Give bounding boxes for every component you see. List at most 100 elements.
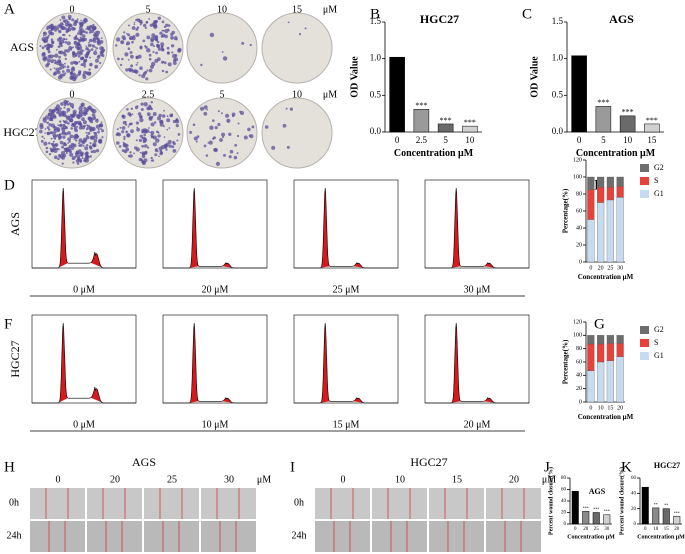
colony-dot — [49, 147, 52, 150]
y-axis-label: Percent wound closure(%) — [547, 467, 554, 535]
colony-dot — [236, 152, 239, 155]
colony-dot — [85, 47, 89, 51]
bar-segment — [616, 197, 624, 263]
colony-dot — [148, 53, 152, 57]
bar — [644, 123, 660, 133]
unit-label: μM — [542, 474, 556, 485]
colony-dot — [155, 51, 159, 55]
colony-dot — [145, 21, 149, 24]
colony-dot — [61, 145, 65, 149]
x-tick-label: 15 — [607, 405, 613, 411]
colony-dot — [96, 118, 99, 121]
colony-dot — [66, 49, 70, 53]
colony-dot — [285, 107, 288, 110]
colony-dot — [162, 61, 165, 63]
colony-dot — [101, 129, 105, 133]
colony-dot — [68, 34, 71, 37]
colony-dot — [70, 146, 75, 150]
colony-dot — [57, 134, 62, 139]
colony-dot — [80, 153, 84, 157]
chart-title: AGS — [589, 487, 606, 496]
x-axis-label: Concentration μM — [578, 413, 634, 421]
colony-dot — [64, 62, 66, 65]
colony-dot — [82, 49, 85, 52]
colony-dot — [73, 22, 77, 27]
colony-dot — [222, 136, 224, 139]
g1-peak — [58, 188, 68, 268]
colony-dot — [49, 68, 52, 71]
colony-dot — [48, 128, 51, 131]
colony-dot — [55, 67, 60, 72]
colony-dot — [50, 137, 53, 140]
colony-dot — [87, 43, 92, 48]
colony-dot — [161, 69, 165, 73]
colony-dot — [72, 27, 76, 31]
colony-dot — [90, 135, 96, 140]
colony-dot — [62, 142, 67, 147]
colony-dot — [163, 61, 167, 65]
y-tick-label: 40 — [631, 491, 637, 496]
colony-dot — [160, 42, 165, 47]
colony-dot — [130, 54, 134, 59]
colony-dot — [64, 41, 68, 44]
colony-dot — [59, 63, 62, 66]
bar-segment — [587, 176, 595, 190]
colony-dot — [149, 131, 151, 133]
colony-dot — [129, 113, 132, 116]
g2-peak — [352, 262, 365, 268]
colony-dot — [94, 64, 99, 69]
colony-dot — [67, 131, 71, 135]
y-tick-label: 20 — [576, 386, 582, 392]
colony-dot — [79, 160, 83, 163]
colony-dot — [85, 127, 89, 131]
colony-dot — [88, 68, 91, 71]
colony-dot — [95, 58, 99, 63]
colony-dot — [127, 47, 131, 50]
colony-dot — [249, 134, 254, 139]
colony-dot — [86, 144, 89, 147]
legend-label: G1 — [654, 351, 664, 360]
colony-dot — [161, 20, 165, 24]
y-tick-label: 0 — [634, 522, 637, 527]
colony-dot — [152, 112, 157, 116]
colony-dot — [208, 140, 213, 145]
colony-dot — [78, 149, 82, 153]
y-tick-label: 1.0 — [370, 53, 382, 63]
colony-dot — [141, 130, 145, 134]
colony-dot — [76, 46, 81, 51]
y-tick-label: 0.0 — [370, 126, 382, 136]
g2-peak — [483, 397, 496, 403]
colony-dot — [249, 43, 252, 47]
colony-dot — [63, 51, 66, 54]
colony-dot — [93, 39, 97, 44]
colony-dot — [65, 38, 68, 41]
significance: *** — [464, 118, 476, 127]
colony-dot — [48, 142, 51, 145]
colony-dot — [44, 115, 50, 120]
colony-dot — [99, 61, 102, 65]
y-tick-label: 0 — [579, 399, 582, 405]
bar-segment — [597, 343, 605, 363]
y-tick-label: 60 — [631, 476, 637, 481]
colony-dot — [99, 52, 104, 57]
y-tick-label: 100 — [573, 333, 582, 339]
colony-dot — [241, 41, 245, 45]
colony-dot — [47, 54, 51, 59]
dose-label: 0 — [341, 474, 346, 485]
dose-label: 20 μM — [202, 284, 229, 295]
histogram-frame — [162, 179, 268, 269]
colony-dot — [58, 29, 62, 34]
colony-dot — [166, 51, 170, 55]
wound-image — [315, 488, 370, 519]
colony-dot — [131, 26, 136, 30]
colony-dot — [228, 155, 232, 159]
wound-image — [30, 521, 85, 552]
colony-dot — [225, 113, 230, 118]
colony-dot — [87, 124, 91, 128]
y-axis-label: OD Value — [529, 56, 540, 98]
colony-dot — [214, 126, 218, 130]
colony-dot — [126, 108, 129, 111]
colony-dot — [75, 123, 77, 125]
chart-title: HGC27 — [654, 461, 680, 470]
colony-dot — [66, 107, 71, 112]
